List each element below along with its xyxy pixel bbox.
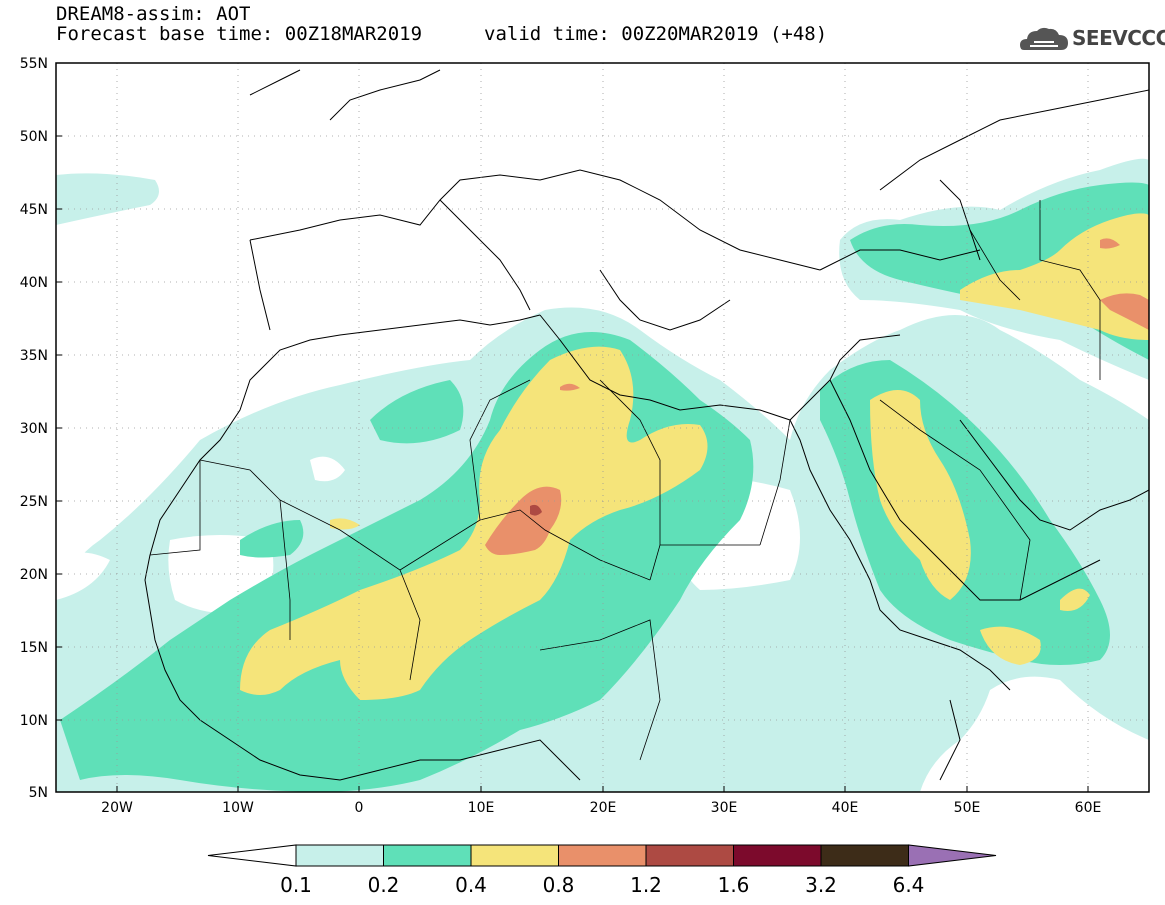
colorbar-label: 6.4 (893, 873, 925, 897)
lat-tick-label: 35N (20, 348, 48, 364)
colorbar-segment (820, 844, 909, 867)
lat-tick-label: 25N (20, 494, 48, 510)
country-borders (149, 200, 1101, 761)
forecast-base-time: Forecast base time: 00Z18MAR2019 (56, 23, 423, 45)
lat-tick-label: 40N (20, 275, 48, 291)
colorbar-label: 3.2 (805, 873, 837, 897)
aot-band-0.8-1.2 (485, 238, 1149, 555)
lon-tick-label: 20E (590, 800, 617, 816)
lat-tick-label: 55N (20, 56, 48, 72)
map-title: DREAM8-assim: AOT (56, 3, 251, 25)
lon-tick-label: 30E (711, 800, 738, 816)
colorbar-label: 0.1 (280, 873, 312, 897)
graticule (56, 63, 1149, 792)
axis-ticks (56, 62, 1089, 792)
logo-text: SEEVCCC (1072, 26, 1165, 50)
lat-tick-label: 45N (20, 202, 48, 218)
lon-tick-label: 0 (355, 800, 364, 816)
valid-time: valid time: 00Z20MAR2019 (+48) (484, 23, 828, 45)
colorbar-min-arrow (207, 844, 297, 867)
lon-tick-label: 60E (1075, 800, 1102, 816)
lat-tick-label: 30N (20, 421, 48, 437)
colorbar-segment (470, 844, 559, 867)
colorbar-segment (383, 844, 472, 867)
lat-tick-labels: 55N 50N 45N 40N 35N 30N 25N 20N 15N 10N … (20, 56, 48, 801)
colorbar-label: 0.4 (455, 873, 487, 897)
lon-tick-label: 20W (101, 800, 133, 816)
colorbar-labels: 0.1 0.2 0.4 0.8 1.2 1.6 3.2 6.4 (280, 873, 924, 897)
lat-tick-label: 20N (20, 567, 48, 583)
colorbar-segment (733, 844, 822, 867)
colorbar-label: 1.6 (718, 873, 750, 897)
lon-tick-label: 40E (832, 800, 859, 816)
lon-tick-labels: 20W 10W 0 10E 20E 30E 40E 50E 60E (101, 800, 1101, 816)
lat-tick-label: 5N (29, 785, 48, 801)
coastlines (144, 69, 1149, 781)
lon-tick-label: 50E (954, 800, 981, 816)
lat-tick-label: 50N (20, 129, 48, 145)
lat-tick-label: 10N (20, 713, 48, 729)
lon-tick-label: 10E (468, 800, 495, 816)
colorbar-segment (558, 844, 647, 867)
lat-tick-label: 15N (20, 640, 48, 656)
lon-tick-label: 10W (222, 800, 254, 816)
colorbar-label: 0.8 (543, 873, 575, 897)
aot-contours (56, 158, 1149, 792)
cloud-logo-icon (1020, 27, 1068, 50)
colorbar-segment (295, 844, 384, 867)
aot-band-1.2-1.6 (530, 504, 542, 516)
colorbar-label: 1.2 (630, 873, 662, 897)
colorbar-label: 0.2 (368, 873, 400, 897)
colorbar-segment (645, 844, 734, 867)
colorbar (207, 844, 997, 867)
colorbar-max-arrow (908, 844, 997, 867)
